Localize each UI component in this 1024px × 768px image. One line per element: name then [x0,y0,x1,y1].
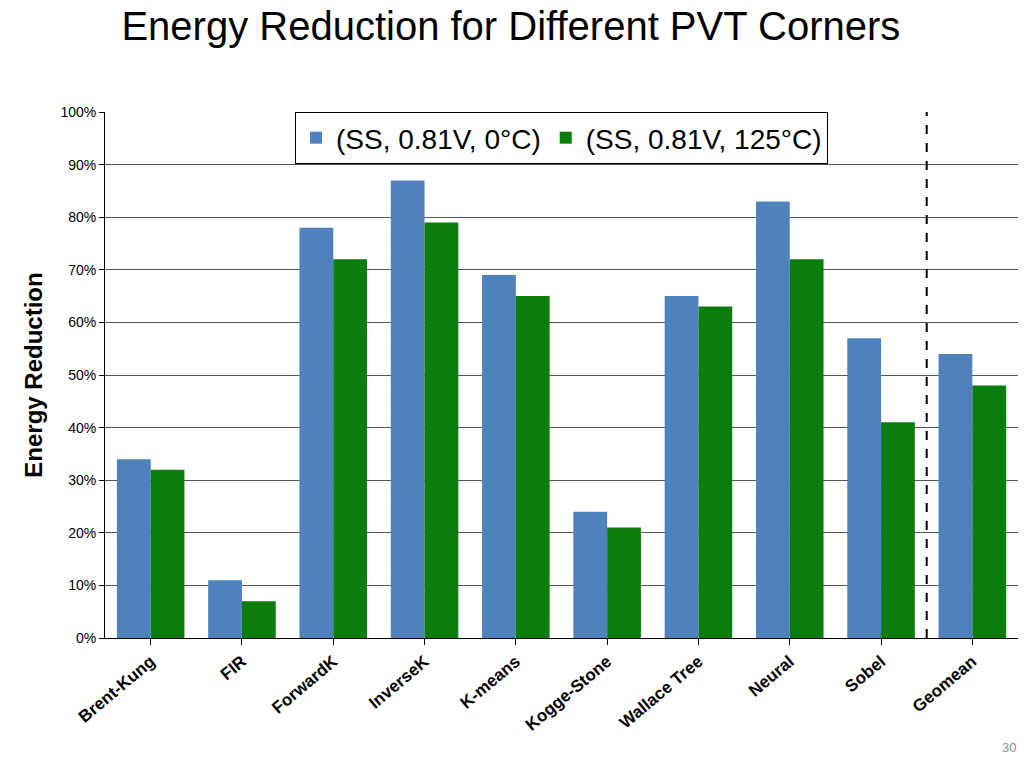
svg-text:30%: 30% [68,472,96,488]
svg-text:0%: 0% [76,630,96,646]
svg-text:Energy Reduction: Energy Reduction [20,272,47,477]
svg-text:Brent-Kung: Brent-Kung [75,652,159,727]
svg-text:Sobel: Sobel [841,652,889,696]
svg-text:70%: 70% [68,262,96,278]
svg-text:K-means: K-means [457,652,524,713]
svg-text:100%: 100% [60,104,96,120]
svg-text:ForwardK: ForwardK [268,651,342,717]
svg-text:40%: 40% [68,420,96,436]
svg-text:50%: 50% [68,367,96,383]
svg-text:Wallace Tree: Wallace Tree [616,652,707,732]
svg-text:80%: 80% [68,209,96,225]
svg-text:10%: 10% [68,577,96,593]
svg-text:Neural: Neural [745,652,798,701]
svg-text:30: 30 [1002,740,1016,755]
svg-text:Kogge-Stone: Kogge-Stone [522,652,615,735]
svg-text:Energy Reduction for Different: Energy Reduction for Different PVT Corne… [121,4,900,48]
svg-text:60%: 60% [68,314,96,330]
svg-text:20%: 20% [68,525,96,541]
svg-text:InverseK: InverseK [365,651,433,712]
svg-text:90%: 90% [68,157,96,173]
svg-text:(SS, 0.81V, 125°C): (SS, 0.81V, 125°C) [586,124,822,155]
svg-text:Geomean: Geomean [909,652,981,716]
svg-text:(SS, 0.81V, 0°C): (SS, 0.81V, 0°C) [336,124,541,155]
svg-text:FIR: FIR [217,652,250,684]
